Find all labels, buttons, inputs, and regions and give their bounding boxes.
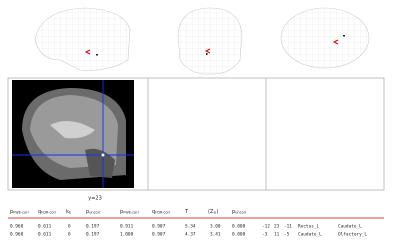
table-cell: Caudate_L: [298, 232, 322, 238]
column-header: pFWE-corr: [10, 209, 30, 215]
column-header: qFDR-corr: [152, 209, 171, 215]
header-main: q: [152, 209, 155, 215]
table-cell: 0.960: [10, 224, 24, 230]
table-cell: Caudate_L: [338, 224, 362, 230]
table-cell: 3.41: [210, 232, 221, 238]
slice-label: y=23: [88, 196, 102, 202]
header-sub: ≡: [213, 211, 216, 215]
header-sub: uncorr: [89, 211, 101, 215]
header-sub: E: [69, 211, 71, 215]
header-sub: FWE-corr: [13, 211, 29, 215]
table-cell: 11: [274, 232, 280, 238]
header-main: T: [184, 209, 189, 215]
table-cell: 1.000: [120, 232, 134, 238]
section-frame: [7, 77, 385, 191]
table-cell: 0.197: [86, 224, 100, 230]
table-cell: 0.611: [38, 232, 52, 238]
column-header: kE: [66, 209, 71, 215]
table-cell: 6: [68, 232, 71, 238]
table-cell: -5: [284, 232, 290, 238]
mri-slice: [12, 80, 134, 188]
header-sub: FDR-corr: [41, 211, 57, 215]
column-header: (Z≡): [208, 209, 218, 215]
glass-brain-coronal: [177, 7, 243, 75]
header-sub: FDR-corr: [155, 211, 171, 215]
table-cell: 5.34: [185, 224, 196, 230]
table-cell: 23: [274, 224, 280, 230]
table-cell: 0.907: [152, 232, 166, 238]
header-main: p: [120, 209, 123, 215]
header-main: k: [66, 209, 69, 215]
table-cell: 0.611: [38, 224, 52, 230]
results-table: pFWE-corr qFDR-corr kE puncorr pFWE-corr qFDR…: [10, 209, 367, 238]
table-cell: 0.911: [120, 224, 134, 230]
column-header: puncorr: [86, 209, 101, 215]
header-main: p: [232, 209, 235, 215]
table-cell: -3: [262, 232, 268, 238]
glass-brain-axial: [280, 7, 370, 69]
header-main: (Z: [208, 209, 214, 215]
header-sub: FWE-corr: [123, 211, 139, 215]
table-cell: 3.00: [210, 224, 221, 230]
glass-brain-sagittal: [34, 7, 131, 71]
column-header: puncorr: [232, 209, 247, 215]
column-header: T: [184, 209, 189, 215]
header-tail: ): [216, 209, 218, 215]
table-cell: Olfactory_L: [338, 232, 367, 238]
header-main: p: [10, 209, 13, 215]
table-cell: 0.000: [232, 224, 246, 230]
table-cell: 0.000: [232, 232, 246, 238]
table-cell: 0.907: [152, 224, 166, 230]
column-header: pFWE-corr: [120, 209, 140, 215]
header-main: p: [86, 209, 89, 215]
table-cell: -11: [284, 224, 292, 230]
table-cell: 4.37: [185, 232, 196, 238]
table-cell: 0.197: [86, 232, 100, 238]
header-main: q: [38, 209, 41, 215]
column-header: qFDR-corr: [38, 209, 57, 215]
table-cell: Rectus_L: [298, 224, 320, 230]
table-cell: 0.960: [10, 232, 24, 238]
table-cell: 6: [68, 224, 71, 230]
header-sub: uncorr: [235, 211, 247, 215]
table-cell: -12: [262, 224, 270, 230]
